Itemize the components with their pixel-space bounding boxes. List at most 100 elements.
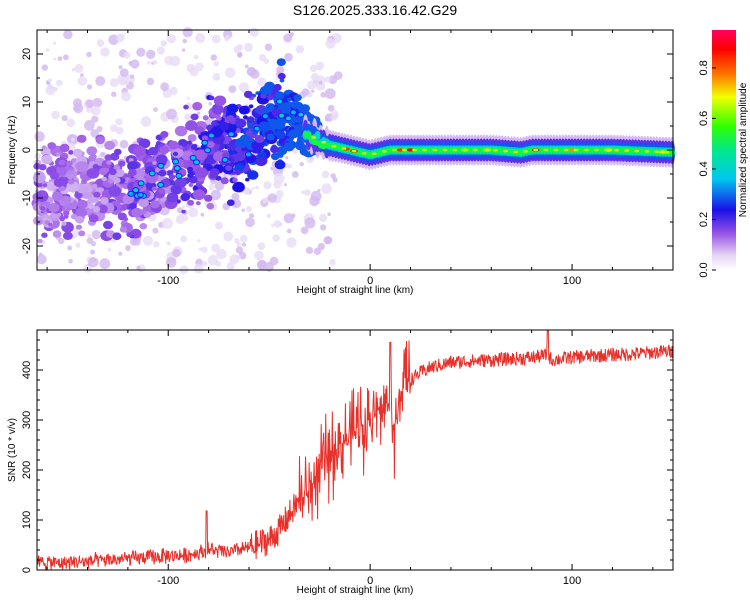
spectrogram-speckle <box>329 259 336 266</box>
spectrogram-blob <box>70 213 78 220</box>
spectrogram-speckle <box>232 199 242 209</box>
spectrogram-speckle <box>255 185 259 190</box>
spectrogram-speckle <box>74 64 84 73</box>
spectrogram-speckle <box>146 49 156 59</box>
spectrogram-blob <box>232 177 238 183</box>
spectrogram-blob <box>128 168 137 177</box>
spectrogram-blob <box>114 148 122 156</box>
spectrogram-speckle <box>276 65 285 74</box>
spectrogram-blob <box>41 154 53 165</box>
spectrogram-speckle <box>231 192 240 201</box>
spectrogram-blob <box>158 188 166 194</box>
ridge-core-dot <box>664 151 670 154</box>
spectrogram-bright-blob <box>193 159 200 166</box>
ridge-core-dot <box>321 141 327 144</box>
spectrogram-blob <box>60 195 72 205</box>
spectrogram-blob <box>207 165 213 170</box>
spectrogram-speckle <box>267 193 277 203</box>
spectrogram-x-tick-label: 0 <box>367 275 373 287</box>
spectrogram-speckle <box>61 115 68 122</box>
spectrogram-blob <box>249 104 254 109</box>
spectrogram-blob <box>38 164 47 171</box>
ridge-core-dot <box>482 148 488 152</box>
spectrogram-speckle <box>125 245 131 252</box>
spectrogram-speckle <box>233 45 242 54</box>
spectrogram-speckle <box>181 214 189 222</box>
spectrogram-speckle <box>186 63 196 73</box>
spectrogram-blob <box>192 185 198 191</box>
spectrogram-blob <box>218 121 230 131</box>
spectrogram-speckle <box>156 46 165 55</box>
spectrogram-speckle <box>89 249 96 255</box>
spectrogram-speckle <box>100 152 105 157</box>
spectrogram-blob <box>92 206 101 213</box>
spectrogram-speckle <box>172 249 181 258</box>
spectrogram-blob <box>40 190 47 196</box>
spectrogram-speckle <box>307 80 317 90</box>
ridge-core-dot <box>523 150 529 153</box>
spectrogram-y-tick-label: 0 <box>21 147 33 153</box>
spectrogram-blob <box>225 165 233 171</box>
spectrogram-speckle <box>325 38 336 49</box>
spectrogram-blob <box>235 146 242 152</box>
spectrogram-blob <box>187 140 192 145</box>
spectrogram-speckle <box>57 56 63 61</box>
spectrogram-speckle <box>257 242 266 251</box>
snr-x-tick-label: -100 <box>157 575 179 587</box>
spectrogram-speckle <box>118 251 123 256</box>
ridge-hotspot <box>396 148 405 152</box>
spectrogram-blob <box>59 216 65 222</box>
ridge-core-dot <box>543 148 549 152</box>
ridge-core-dot <box>603 148 609 152</box>
spectrogram-speckle <box>334 71 343 80</box>
spectrogram-blob <box>194 167 208 179</box>
spectrogram-speckle <box>224 37 229 42</box>
spectrogram-speckle <box>241 208 245 213</box>
spectrogram-speckle <box>90 241 96 247</box>
spectrogram-speckle <box>87 233 92 238</box>
spectrogram-blob <box>75 161 89 172</box>
ridge-core-dot <box>502 149 508 153</box>
spectrogram-blob <box>129 203 137 210</box>
ridge-core-dot <box>593 148 599 152</box>
spectrogram-blob <box>174 125 188 137</box>
ridge-core-dot <box>412 148 418 152</box>
spectrogram-speckle <box>152 59 158 65</box>
spectrogram-speckle <box>184 113 192 121</box>
spectrogram-speckle <box>182 27 193 38</box>
spectrogram-speckle <box>76 107 81 112</box>
spectrogram-blob <box>68 150 74 155</box>
spectrogram-speckle <box>291 171 299 178</box>
spectrogram-speckle <box>47 78 53 83</box>
spectrogram-blob <box>109 168 117 175</box>
spectrogram-speckle <box>70 137 76 142</box>
spectrogram-bright-blob <box>137 191 144 198</box>
spectrogram-speckle <box>80 73 84 78</box>
spectrogram-blob <box>42 183 48 188</box>
spectrogram-blob <box>200 131 206 136</box>
spectrogram-blob <box>215 175 222 181</box>
spectrogram-speckle <box>34 152 42 160</box>
spectrogram-bright-blob <box>137 180 145 187</box>
spectrogram-bright-blob <box>227 131 235 138</box>
spectrogram-speckle <box>327 104 335 112</box>
spectrogram-speckle <box>239 234 248 243</box>
spectrogram-speckle <box>90 105 101 116</box>
spectrogram-blob <box>201 135 209 141</box>
snr-y-axis-label: SNR (10 * v/v) <box>7 418 18 482</box>
spectrogram-speckle <box>244 42 253 52</box>
ridge-core-dot <box>391 148 397 152</box>
spectrogram-bright-blob <box>253 125 261 132</box>
spectrogram-blob <box>190 144 197 150</box>
spectrogram-blob <box>108 179 114 184</box>
spectrogram-blob <box>112 232 122 240</box>
spectrogram-speckle <box>200 212 205 217</box>
spectrogram-speckle <box>275 190 284 198</box>
spectrogram-bright-blob <box>207 132 215 139</box>
spectrogram-speckle <box>153 107 158 112</box>
spectrogram-bright-blob <box>261 113 269 120</box>
spectrogram-blob <box>229 157 234 162</box>
